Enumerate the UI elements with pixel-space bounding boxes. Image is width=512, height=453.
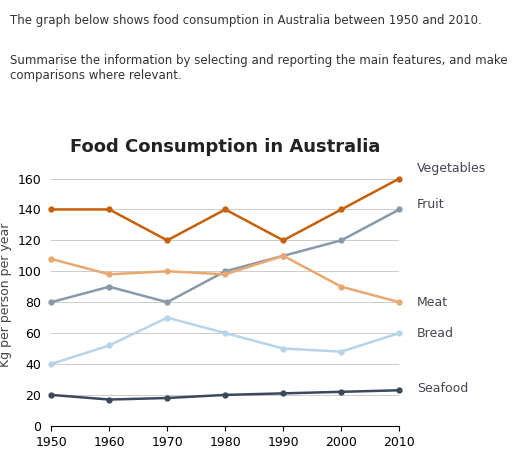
Text: Vegetables: Vegetables	[417, 163, 486, 175]
Y-axis label: Kg per person per year: Kg per person per year	[0, 222, 12, 366]
Title: Food Consumption in Australia: Food Consumption in Australia	[70, 138, 380, 156]
Text: The graph below shows food consumption in Australia between 1950 and 2010.: The graph below shows food consumption i…	[10, 14, 482, 27]
Text: Bread: Bread	[417, 327, 454, 340]
Text: Fruit: Fruit	[417, 198, 444, 211]
Text: Summarise the information by selecting and reporting the main features, and make: Summarise the information by selecting a…	[10, 54, 508, 82]
Text: Meat: Meat	[417, 296, 448, 308]
Text: Seafood: Seafood	[417, 382, 468, 395]
